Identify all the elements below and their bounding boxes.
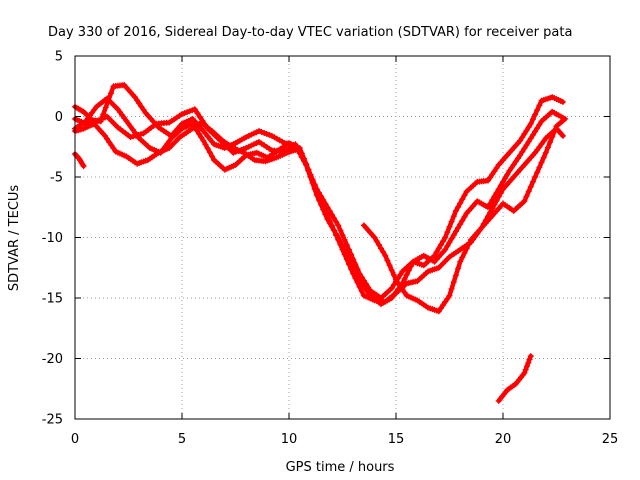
series-markers [360,115,569,315]
x-tick-label: 5 [178,432,186,447]
chart-title: Day 330 of 2016, Sidereal Day-to-day VTE… [48,25,572,40]
plot-border [74,55,611,420]
y-tick-label: -25 [42,413,63,428]
x-axis-label: GPS time / hours [286,460,395,475]
y-tick-label: -20 [42,352,63,367]
x-tick-labels: 0 5 10 15 20 25 [71,432,618,447]
x-tick-label: 15 [388,432,405,447]
y-axis-label: SDTVAR / TECUs [7,185,22,292]
x-tick-label: 0 [71,432,79,447]
y-tick-label: -5 [50,171,63,186]
x-tick-label: 20 [495,432,512,447]
series-markers [495,353,534,404]
series-track-5 [360,115,569,315]
y-tick-label: -15 [42,292,63,307]
x-tick-label: 10 [281,432,298,447]
y-tick-label: -10 [42,231,63,246]
y-tick-labels: -25 -20 -15 -10 -5 0 5 [42,50,63,428]
y-tick-label: 5 [55,50,63,65]
y-tick-label: 0 [55,110,63,125]
series-track-7 [495,353,534,404]
x-tick-label: 25 [602,432,619,447]
